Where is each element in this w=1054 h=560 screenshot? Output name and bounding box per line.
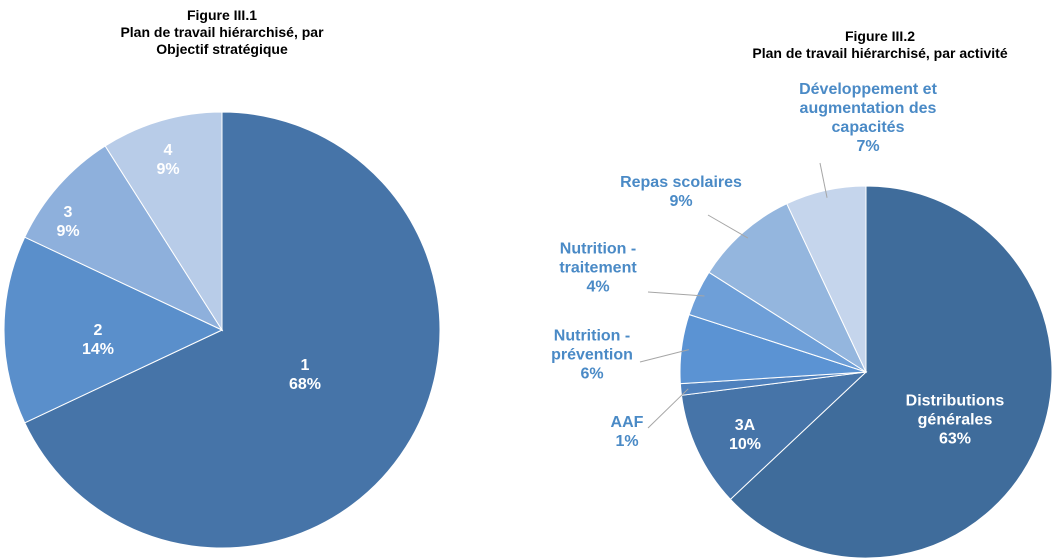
category-label: 4 <box>163 142 173 159</box>
value-label: 63% <box>938 430 972 448</box>
data-label: Développement et augmentation des capaci… <box>793 80 943 156</box>
data-label: Distributions générales 63% <box>875 392 1035 449</box>
pie-slice <box>708 203 868 374</box>
data-label: 3A 10% <box>665 416 825 454</box>
leader-line <box>647 291 705 297</box>
value-label: 4% <box>586 278 610 296</box>
value-label: 9% <box>156 161 180 178</box>
leader-line <box>639 349 689 363</box>
chart-subtitle: Plan de travail hiérarchisé, par Objecti… <box>120 24 324 57</box>
data-label: Nutrition - prévention 6% <box>517 327 667 384</box>
value-label: 10% <box>728 436 762 453</box>
leader-line <box>819 162 828 198</box>
category-label: Distributions générales <box>905 392 1005 429</box>
value-label: 6% <box>580 365 604 383</box>
category-label: Repas scolaires <box>620 174 742 191</box>
value-label: 14% <box>81 341 115 358</box>
chart-title: Figure III.2 <box>844 28 915 44</box>
pie-slice <box>3 236 224 424</box>
category-label: 2 <box>93 322 103 339</box>
value-label: 9% <box>56 223 80 240</box>
value-label: 1% <box>615 433 639 450</box>
leader-line <box>707 214 749 239</box>
title-block: Figure III.1 Plan de travail hiérarchisé… <box>97 7 347 58</box>
data-label: Repas scolaires 9% <box>606 173 756 211</box>
category-label: 3A <box>734 417 756 434</box>
category-label: Nutrition - traitement <box>559 240 637 277</box>
category-label: 1 <box>300 357 310 374</box>
title-block: Figure III.2 Plan de travail hiérarchisé… <box>620 28 1054 62</box>
pie-slice <box>680 371 868 501</box>
pie-slice <box>104 111 223 332</box>
data-label: 4 9% <box>138 141 198 179</box>
value-label: 9% <box>669 193 693 210</box>
data-label: 2 14% <box>68 321 128 359</box>
data-label: 3 9% <box>38 203 98 241</box>
category-label: Nutrition - prévention <box>551 327 633 364</box>
value-label: 7% <box>856 138 880 155</box>
chart-subtitle: Plan de travail hiérarchisé, par activit… <box>752 45 1008 61</box>
category-label: AAF <box>610 414 644 431</box>
data-label: Nutrition - traitement 4% <box>523 240 673 297</box>
pie-slice <box>729 185 1053 559</box>
category-label: Développement et augmentation des capaci… <box>799 81 937 136</box>
category-label: 3 <box>63 204 73 221</box>
pie-slice <box>24 111 441 549</box>
pie-slice <box>24 145 224 332</box>
data-label: 1 68% <box>275 356 335 394</box>
data-label: AAF 1% <box>552 413 702 451</box>
value-label: 68% <box>288 376 322 393</box>
chart-title: Figure III.1 <box>186 7 257 23</box>
leader-line <box>647 388 689 429</box>
